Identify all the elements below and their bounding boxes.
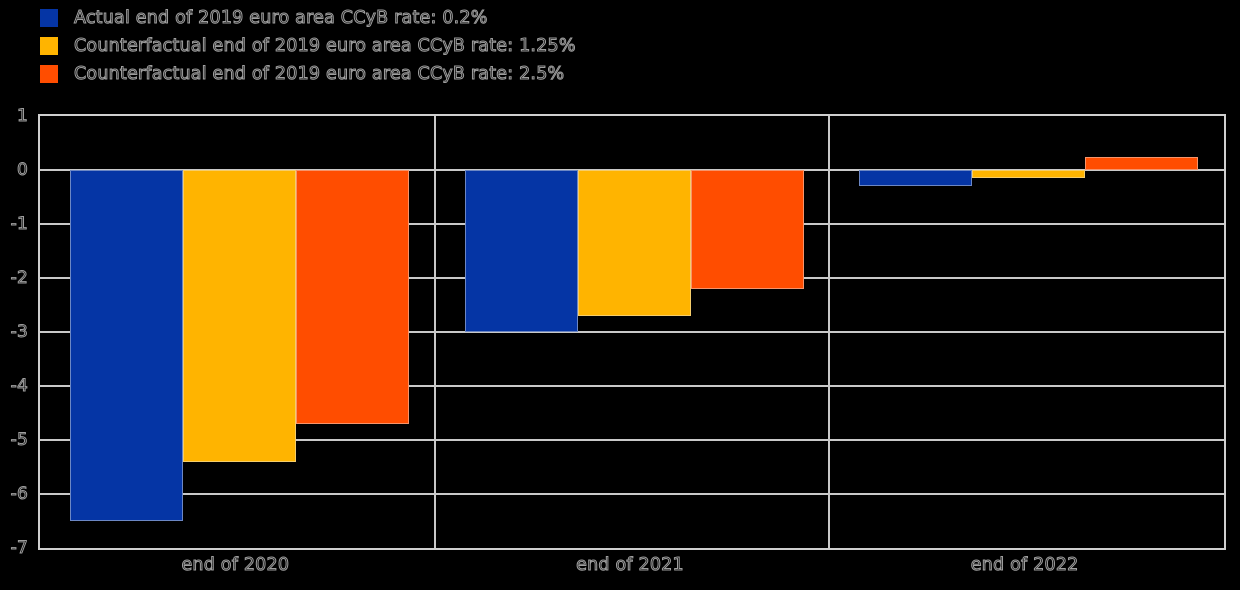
- legend-item: Counterfactual end of 2019 euro area CCy…: [40, 60, 576, 88]
- panel-divider: [433, 116, 436, 548]
- y-tick-label: -4: [10, 376, 28, 397]
- bar-end-of-2022-series-1: [972, 170, 1086, 179]
- gridline: [40, 493, 1224, 495]
- bar-end-of-2022-series-2: [1085, 156, 1199, 170]
- bar-end-of-2020-series-2: [296, 170, 409, 424]
- y-tick-label: 1: [16, 106, 28, 127]
- y-tick-label: 0: [16, 160, 28, 181]
- bar-end-of-2021-series-1: [577, 170, 691, 316]
- bar-end-of-2021-series-0: [464, 170, 578, 332]
- bar-end-of-2020-series-1: [183, 170, 296, 462]
- y-tick-label: -6: [10, 484, 28, 505]
- legend-label: Actual end of 2019 euro area CCyB rate: …: [74, 8, 488, 29]
- gridline: [40, 385, 1224, 387]
- gridline: [40, 439, 1224, 441]
- y-tick-label: -7: [10, 538, 28, 559]
- legend-item: Actual end of 2019 euro area CCyB rate: …: [40, 4, 576, 32]
- legend-swatch-orange: [40, 65, 58, 83]
- legend-label: Counterfactual end of 2019 euro area CCy…: [73, 64, 565, 85]
- x-axis-label: end of 2020: [181, 555, 290, 576]
- plot-area: [38, 114, 1226, 550]
- x-axis-label: end of 2022: [970, 555, 1079, 576]
- legend-item: Counterfactual end of 2019 euro area CCy…: [40, 32, 576, 60]
- x-axis-label: end of 2021: [576, 555, 685, 576]
- bar-end-of-2022-series-0: [859, 170, 973, 187]
- y-tick-label: -1: [10, 214, 28, 235]
- panel-divider: [828, 116, 831, 548]
- legend-label: Counterfactual end of 2019 euro area CCy…: [74, 36, 576, 57]
- legend-swatch-yellow: [40, 37, 58, 55]
- bar-end-of-2021-series-2: [690, 170, 804, 289]
- y-tick-label: -5: [10, 430, 28, 451]
- y-tick-label: -3: [10, 322, 28, 343]
- y-axis: 1 0 -1 -2 -3 -4 -5 -6 -7: [0, 106, 30, 559]
- gridline: [40, 331, 1224, 333]
- x-axis: end of 2020 end of 2021 end of 2022: [38, 553, 1222, 583]
- bar-end-of-2020-series-0: [70, 170, 183, 521]
- legend: Actual end of 2019 euro area CCyB rate: …: [40, 4, 576, 88]
- legend-swatch-blue: [40, 9, 58, 27]
- y-tick-label: -2: [10, 268, 28, 289]
